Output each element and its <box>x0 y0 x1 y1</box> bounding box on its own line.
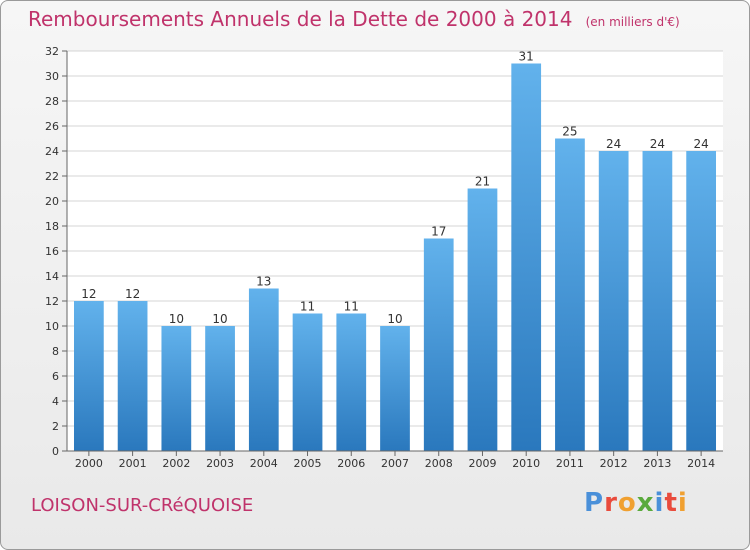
y-tick-label: 14 <box>45 270 59 283</box>
x-tick-label-2006: 2006 <box>337 457 365 470</box>
bar-2013 <box>642 151 673 451</box>
logo-letter: i <box>654 488 665 518</box>
logo-letter: o <box>617 488 637 518</box>
bar-2004 <box>248 288 279 451</box>
bar-2014 <box>686 151 717 451</box>
data-label-2011: 25 <box>562 125 577 139</box>
data-label-2000: 12 <box>81 287 96 301</box>
y-tick-label: 0 <box>52 445 59 458</box>
x-tick-label-2005: 2005 <box>294 457 322 470</box>
y-tick-label: 12 <box>45 295 59 308</box>
units-label: (en milliers d'€) <box>585 15 680 29</box>
y-tick-label: 18 <box>45 220 59 233</box>
logo-letter: P <box>584 488 605 518</box>
x-tick-label-2001: 2001 <box>119 457 147 470</box>
x-tick-label-2013: 2013 <box>643 457 671 470</box>
y-tick-label: 20 <box>45 195 59 208</box>
y-tick-label: 6 <box>52 370 59 383</box>
logo-letter: r <box>604 488 618 518</box>
y-tick-label: 30 <box>45 70 59 83</box>
bar-2006 <box>336 313 367 451</box>
bar-2010 <box>511 63 542 451</box>
bar-2003 <box>205 326 235 451</box>
data-label-2005: 11 <box>300 300 315 314</box>
x-tick-label-2009: 2009 <box>468 457 496 470</box>
data-label-2003: 10 <box>212 312 227 326</box>
logo-letter: i <box>677 488 688 518</box>
data-label-2007: 10 <box>387 312 402 326</box>
x-tick-label-2010: 2010 <box>512 457 540 470</box>
data-label-2002: 10 <box>169 312 184 326</box>
y-tick-label: 24 <box>45 145 59 158</box>
bar-2001 <box>117 301 148 451</box>
data-label-2001: 12 <box>125 287 140 301</box>
proxiti-logo: Proxiti <box>584 488 688 518</box>
x-tick-label-2014: 2014 <box>687 457 715 470</box>
y-tick-label: 22 <box>45 170 59 183</box>
chart-title: Remboursements Annuels de la Dette de 20… <box>28 7 573 31</box>
data-label-2013: 24 <box>650 137 665 151</box>
data-label-2014: 24 <box>693 137 708 151</box>
bar-2002 <box>161 326 192 451</box>
y-tick-label: 32 <box>45 45 59 58</box>
data-label-2004: 13 <box>256 275 271 289</box>
x-tick-label-2002: 2002 <box>162 457 190 470</box>
y-tick-label: 8 <box>52 345 59 358</box>
commune-name: LOISON-SUR-CRéQUOISE <box>31 495 254 516</box>
title-row: Remboursements Annuels de la Dette de 20… <box>28 7 680 31</box>
y-tick-label: 10 <box>45 320 59 333</box>
y-tick-label: 28 <box>45 95 59 108</box>
x-tick-label-2004: 2004 <box>250 457 278 470</box>
x-tick-label-2000: 2000 <box>75 457 103 470</box>
data-label-2010: 31 <box>519 50 534 64</box>
data-label-2009: 21 <box>475 175 490 189</box>
bar-2009 <box>467 188 498 451</box>
bar-2005 <box>292 313 323 451</box>
data-label-2006: 11 <box>344 300 359 314</box>
bar-2008 <box>423 238 454 451</box>
logo-letter: x <box>636 488 655 518</box>
y-tick-label: 2 <box>52 420 59 433</box>
bar-2007 <box>380 326 410 451</box>
y-tick-label: 16 <box>45 245 59 258</box>
logo-letter: t <box>664 488 678 518</box>
x-tick-label-2011: 2011 <box>556 457 584 470</box>
x-tick-label-2007: 2007 <box>381 457 409 470</box>
bar-2012 <box>598 151 629 451</box>
y-tick-label: 4 <box>52 395 59 408</box>
x-tick-label-2008: 2008 <box>425 457 453 470</box>
bar-2000 <box>73 301 104 451</box>
x-tick-label-2003: 2003 <box>206 457 234 470</box>
y-tick-label: 26 <box>45 120 59 133</box>
data-label-2008: 17 <box>431 225 446 239</box>
bar-2011 <box>555 138 585 451</box>
data-label-2012: 24 <box>606 137 621 151</box>
x-tick-label-2012: 2012 <box>600 457 628 470</box>
